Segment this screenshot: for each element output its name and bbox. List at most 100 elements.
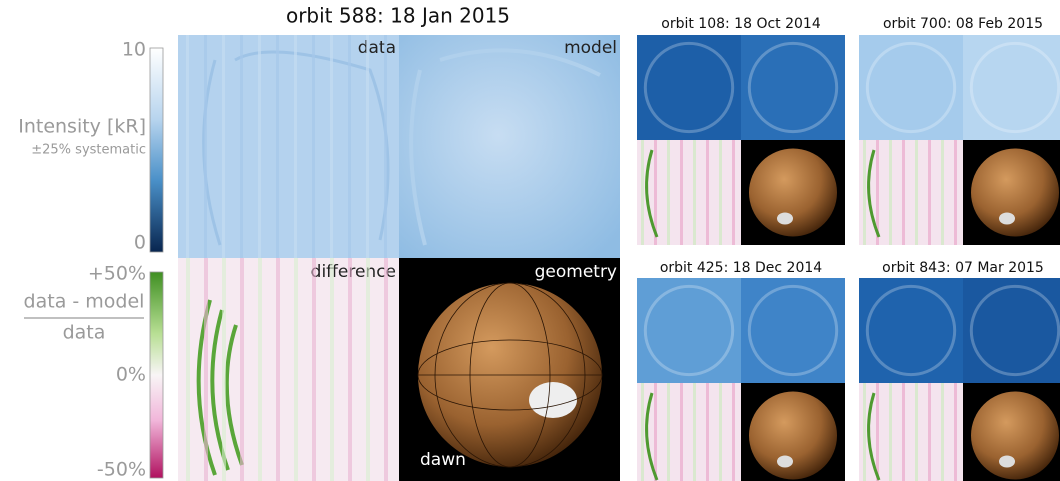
stripe — [941, 383, 944, 481]
data-panel — [637, 278, 741, 383]
panel-label: model — [564, 38, 617, 58]
stripe — [902, 383, 905, 481]
limb — [865, 284, 957, 377]
stripe — [667, 140, 670, 245]
limb-arc — [202, 50, 390, 246]
graticule — [417, 282, 603, 468]
cb-label: Intensity [kR] — [18, 116, 146, 138]
stripe — [258, 258, 262, 481]
dawn-label: dawn — [420, 450, 466, 470]
cb-note: ±25% systematic — [31, 143, 146, 158]
stripe — [294, 35, 297, 258]
stripe — [240, 258, 244, 481]
polar-cap — [777, 212, 793, 225]
limb-arc — [409, 48, 601, 246]
residual-arc — [867, 149, 881, 238]
stripe — [928, 383, 931, 481]
stripe — [222, 35, 225, 258]
model-panel — [741, 278, 845, 383]
stripe — [186, 258, 190, 481]
stripe — [876, 383, 879, 481]
panel-title: orbit 700: 08 Feb 2015 — [883, 16, 1043, 32]
residual-arc — [645, 149, 659, 238]
difference-panel — [178, 258, 399, 481]
cb-tick: +50% — [88, 263, 146, 285]
residual-arc — [867, 392, 881, 481]
panel-title: orbit 843: 07 Mar 2015 — [882, 260, 1044, 276]
cb-denominator: data — [63, 322, 106, 344]
stripe — [693, 383, 696, 481]
panel-label: geometry — [535, 262, 617, 282]
cb-numerator: data - model — [24, 291, 145, 313]
planet — [749, 391, 837, 480]
stripe — [889, 140, 892, 245]
model-panel — [963, 278, 1060, 383]
limb — [747, 41, 839, 134]
panel-title: orbit 108: 18 Oct 2014 — [661, 16, 821, 32]
stripe — [330, 35, 333, 258]
stripe — [706, 140, 709, 245]
stripe — [384, 258, 388, 481]
model-panel — [741, 35, 845, 140]
stripe — [954, 140, 957, 245]
stripe — [732, 383, 735, 481]
limb — [969, 284, 1060, 377]
cb-tick: 0 — [134, 232, 146, 254]
stripe — [312, 258, 316, 481]
planet — [971, 148, 1059, 237]
stripe — [732, 140, 735, 245]
stripe — [680, 383, 683, 481]
stripe — [876, 140, 879, 245]
stripe — [863, 383, 866, 481]
polar-cap — [529, 382, 577, 418]
stripe — [928, 140, 931, 245]
stripe — [654, 140, 657, 245]
model-panel — [963, 35, 1060, 140]
model-panel — [399, 35, 620, 258]
stripe — [276, 258, 280, 481]
stripe — [330, 258, 334, 481]
cb-tick: -50% — [97, 459, 146, 481]
stripe — [719, 140, 722, 245]
stripe — [889, 383, 892, 481]
stripe — [863, 140, 866, 245]
planet — [749, 148, 837, 237]
stripe — [222, 258, 226, 481]
stripe — [693, 140, 696, 245]
stripe — [204, 35, 207, 258]
stripe — [641, 383, 644, 481]
stripe — [915, 140, 918, 245]
stripe — [366, 35, 369, 258]
stripe — [667, 383, 670, 481]
stripe — [276, 35, 279, 258]
stripe — [941, 140, 944, 245]
panel-title: orbit 425: 18 Dec 2014 — [660, 260, 822, 276]
stripe — [915, 383, 918, 481]
difference-colorbar — [149, 271, 164, 479]
stripe — [348, 35, 351, 258]
stripe — [294, 258, 298, 481]
stripe — [706, 383, 709, 481]
limb — [643, 41, 735, 134]
panel-label: data — [358, 38, 396, 58]
stripe — [366, 258, 370, 481]
limb — [865, 41, 957, 134]
limb — [969, 41, 1060, 134]
stripe — [902, 140, 905, 245]
limb — [747, 284, 839, 377]
stripe — [654, 383, 657, 481]
stripe — [204, 258, 208, 481]
stripe — [348, 258, 352, 481]
data-panel — [859, 278, 963, 383]
cb-tick: 0% — [116, 364, 146, 386]
stripe — [719, 383, 722, 481]
panel-label: difference — [311, 262, 396, 282]
polar-cap — [999, 212, 1015, 225]
stripe — [240, 35, 243, 258]
stripe — [954, 383, 957, 481]
planet — [971, 391, 1059, 480]
main-title: orbit 588: 18 Jan 2015 — [286, 4, 510, 28]
stripe — [186, 35, 189, 258]
stripe — [258, 35, 261, 258]
main-panels: data model difference geometry dawn — [178, 35, 620, 481]
